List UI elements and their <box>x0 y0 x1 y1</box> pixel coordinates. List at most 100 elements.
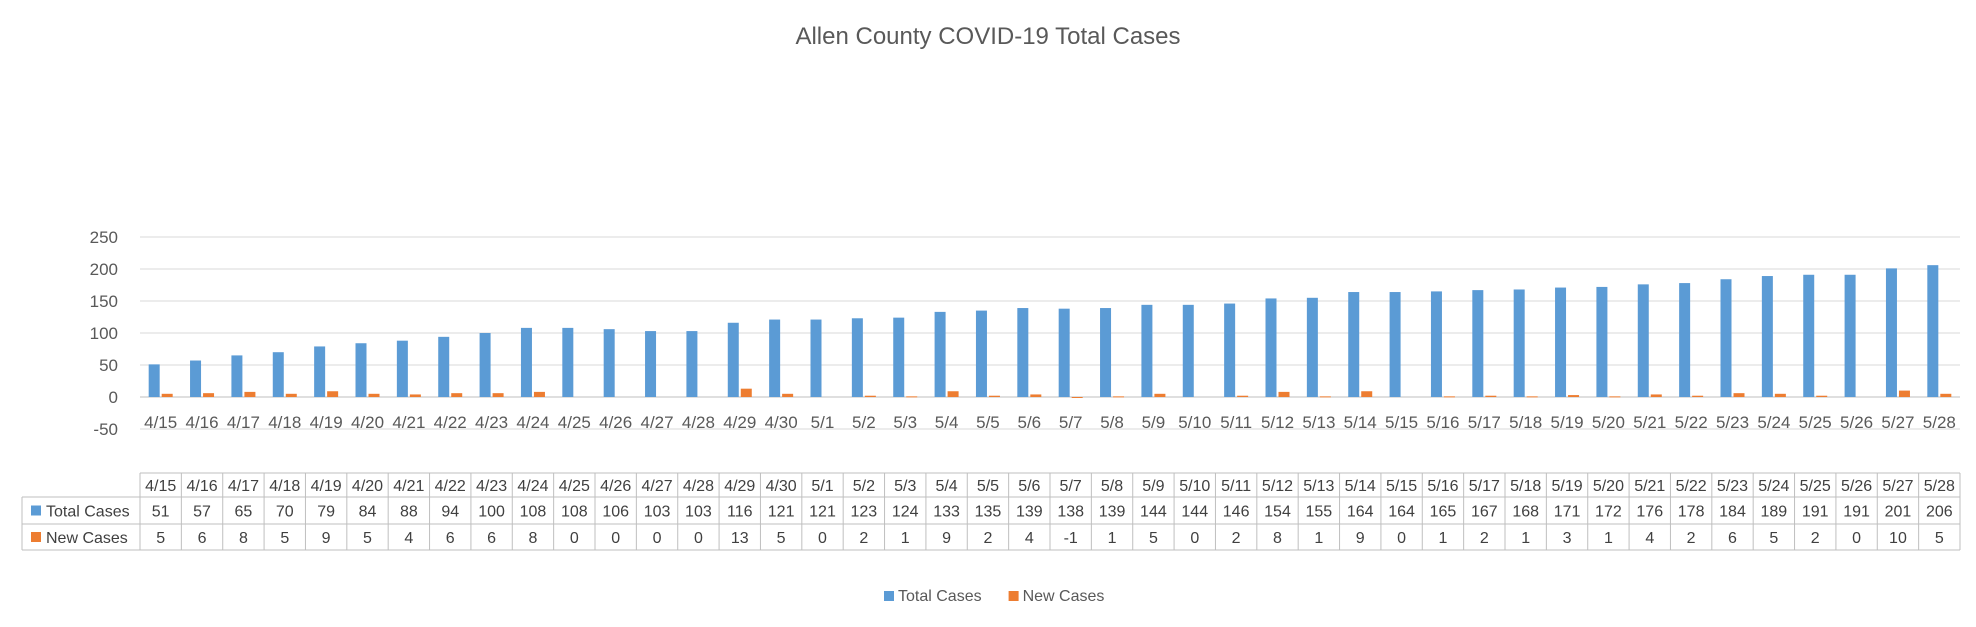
x-tick-label: 4/17 <box>227 413 260 432</box>
bar-total-cases <box>1306 297 1318 397</box>
table-header-cell: 5/17 <box>1469 478 1500 495</box>
table-cell: 124 <box>892 504 919 521</box>
bars <box>148 265 1952 398</box>
table-cell: 10 <box>1889 530 1907 547</box>
bar-new-cases <box>947 391 959 397</box>
table-legend-key <box>31 532 41 542</box>
bar-total-cases <box>355 343 367 397</box>
bar-total-cases <box>934 311 946 397</box>
bar-total-cases <box>396 340 408 397</box>
table-header-cell: 5/26 <box>1841 478 1872 495</box>
table-header-cell: 5/23 <box>1717 478 1748 495</box>
table-header-cell: 5/28 <box>1924 478 1955 495</box>
table-cell: 0 <box>818 530 827 547</box>
bar-new-cases <box>203 393 215 397</box>
bar-total-cases <box>1596 286 1608 397</box>
x-tick-label: 5/21 <box>1633 413 1666 432</box>
x-tick-label: 5/25 <box>1799 413 1832 432</box>
bar-new-cases <box>782 393 794 397</box>
table-cell: 1 <box>1439 530 1448 547</box>
x-tick-label: 4/29 <box>723 413 756 432</box>
x-tick-label: 5/1 <box>811 413 835 432</box>
table-cell: 116 <box>727 504 753 521</box>
table-cell: 13 <box>731 530 749 547</box>
table-cell: 2 <box>1687 530 1696 547</box>
table-cell: 5 <box>156 530 165 547</box>
table-header-cell: 4/18 <box>269 478 300 495</box>
bar-new-cases <box>1278 391 1290 397</box>
table-cell: 168 <box>1512 504 1539 521</box>
table-cell: 0 <box>1852 530 1861 547</box>
table-cell: 139 <box>1016 504 1043 521</box>
bar-new-cases <box>533 391 545 397</box>
x-tick-label: 4/22 <box>434 413 467 432</box>
bar-new-cases <box>1361 391 1373 397</box>
bar-total-cases <box>562 327 574 397</box>
bar-total-cases <box>1430 291 1442 397</box>
table-cell: 144 <box>1140 504 1167 521</box>
bar-new-cases <box>1071 397 1083 398</box>
table-cell: 164 <box>1347 504 1374 521</box>
table-header-cell: 4/24 <box>517 478 548 495</box>
x-tick-label: 5/2 <box>852 413 876 432</box>
table-cell: 103 <box>685 504 712 521</box>
table-cell: 144 <box>1181 504 1208 521</box>
table-header-cell: 5/13 <box>1303 478 1334 495</box>
table-cell: 171 <box>1554 504 1581 521</box>
bar-total-cases <box>1679 283 1691 397</box>
table-cell: 5 <box>777 530 786 547</box>
bar-total-cases <box>1513 289 1525 397</box>
x-tick-label: 5/3 <box>893 413 917 432</box>
table-header-cell: 5/5 <box>977 478 999 495</box>
table-legend-key <box>31 505 41 516</box>
x-tick-label: 5/12 <box>1261 413 1294 432</box>
legend: Total Cases New Cases <box>884 588 1104 605</box>
bar-total-cases <box>1803 274 1815 397</box>
table-cell: 2 <box>984 530 993 547</box>
x-tick-label: 5/9 <box>1142 413 1166 432</box>
table-cell: 57 <box>193 504 211 521</box>
bar-total-cases <box>1348 292 1360 397</box>
x-tick-label: 5/19 <box>1550 413 1583 432</box>
x-tick-label: 4/27 <box>640 413 673 432</box>
x-tick-label: 5/24 <box>1757 413 1790 432</box>
bar-new-cases <box>1154 393 1166 397</box>
table-cell: 4 <box>1025 530 1034 547</box>
table-cell: 138 <box>1057 504 1084 521</box>
table-cell: 139 <box>1099 504 1126 521</box>
bar-total-cases <box>272 352 284 397</box>
table-cell: 9 <box>942 530 951 547</box>
table-cell: 189 <box>1761 504 1788 521</box>
table-header-cell: 5/24 <box>1758 478 1789 495</box>
table-cell: 51 <box>152 504 170 521</box>
table-header-cell: 5/15 <box>1386 478 1417 495</box>
bar-total-cases <box>645 331 657 397</box>
bar-new-cases <box>492 393 504 397</box>
x-tick-label: 4/26 <box>599 413 632 432</box>
bar-new-cases <box>1733 393 1745 397</box>
bar-total-cases <box>1100 308 1112 397</box>
table-cell: 155 <box>1306 504 1333 521</box>
bar-new-cases <box>409 394 421 397</box>
bar-total-cases <box>686 331 698 397</box>
table-cell: -1 <box>1064 530 1078 547</box>
table-header-cell: 5/3 <box>894 478 916 495</box>
table-header-cell: 5/22 <box>1676 478 1707 495</box>
table-cell: 1 <box>1108 530 1117 547</box>
table-header-cell: 4/30 <box>766 478 797 495</box>
table-cell: 5 <box>280 530 289 547</box>
bar-total-cases <box>893 317 905 397</box>
table-header-cell: 4/21 <box>393 478 424 495</box>
bar-total-cases <box>1720 279 1732 397</box>
table-header-cell: 5/27 <box>1882 478 1913 495</box>
x-tick-label: 5/6 <box>1017 413 1041 432</box>
table-cell: 184 <box>1719 504 1746 521</box>
table-header-cell: 5/20 <box>1593 478 1624 495</box>
table-cell: 9 <box>1356 530 1365 547</box>
bar-new-cases <box>1568 395 1580 397</box>
y-tick-label: -50 <box>93 420 118 439</box>
data-table: 4/15 4/16 4/17 4/18 4/19 4/20 4/21 4/22 4/23 4/24… <box>21 472 1961 551</box>
table-cell: 5 <box>1769 530 1778 547</box>
bar-new-cases <box>1237 395 1249 397</box>
